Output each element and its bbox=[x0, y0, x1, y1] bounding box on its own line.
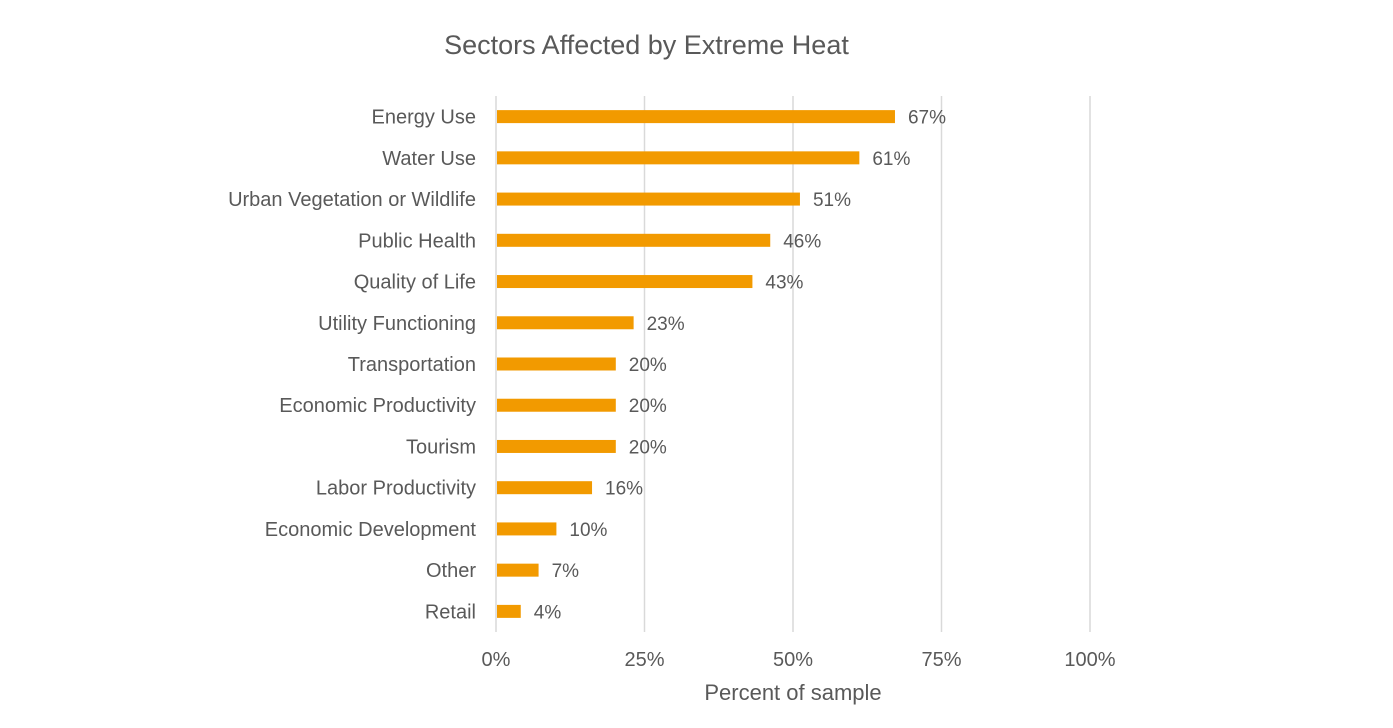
bar bbox=[497, 563, 539, 577]
data-label: 51% bbox=[813, 190, 851, 211]
x-tick-label: 25% bbox=[624, 649, 664, 671]
y-category-label: Water Use bbox=[382, 148, 476, 170]
chart-title: Sectors Affected by Extreme Heat bbox=[444, 30, 849, 60]
bar bbox=[497, 604, 521, 618]
y-category-label: Economic Development bbox=[265, 519, 477, 541]
x-axis-label: Percent of sample bbox=[704, 680, 882, 705]
y-category-label: Labor Productivity bbox=[316, 478, 476, 500]
x-tick-label: 75% bbox=[921, 649, 961, 671]
y-category-label: Quality of Life bbox=[354, 272, 476, 294]
bar bbox=[497, 233, 771, 247]
bar bbox=[497, 151, 860, 165]
bar bbox=[497, 522, 557, 536]
bar bbox=[497, 357, 616, 371]
x-tick-label: 100% bbox=[1064, 649, 1115, 671]
y-category-label: Utility Functioning bbox=[318, 313, 476, 335]
bar bbox=[497, 275, 753, 289]
bar bbox=[497, 481, 593, 495]
data-label: 23% bbox=[647, 314, 685, 335]
data-label: 20% bbox=[629, 396, 667, 417]
y-category-label: Tourism bbox=[406, 436, 476, 458]
data-label: 10% bbox=[569, 520, 607, 541]
y-category-label: Other bbox=[426, 560, 476, 582]
bar bbox=[497, 316, 634, 330]
data-label: 46% bbox=[783, 231, 821, 252]
y-category-label: Retail bbox=[425, 601, 476, 623]
bar bbox=[497, 192, 800, 206]
data-label: 20% bbox=[629, 355, 667, 376]
data-label: 43% bbox=[765, 273, 803, 294]
data-label: 67% bbox=[908, 108, 946, 129]
data-label: 16% bbox=[605, 479, 643, 500]
y-category-label: Transportation bbox=[348, 354, 476, 376]
y-category-label: Energy Use bbox=[372, 107, 477, 129]
bar bbox=[497, 110, 895, 124]
y-category-label: Public Health bbox=[358, 230, 476, 252]
bar bbox=[497, 439, 616, 453]
bar bbox=[497, 398, 616, 412]
data-label: 61% bbox=[872, 149, 910, 170]
y-category-label: Economic Productivity bbox=[279, 395, 476, 417]
data-label: 7% bbox=[552, 561, 580, 582]
data-label: 4% bbox=[534, 602, 562, 623]
x-tick-label: 0% bbox=[482, 649, 511, 671]
data-label: 20% bbox=[629, 437, 667, 458]
x-tick-label: 50% bbox=[773, 649, 813, 671]
y-category-label: Urban Vegetation or Wildlife bbox=[228, 189, 476, 211]
